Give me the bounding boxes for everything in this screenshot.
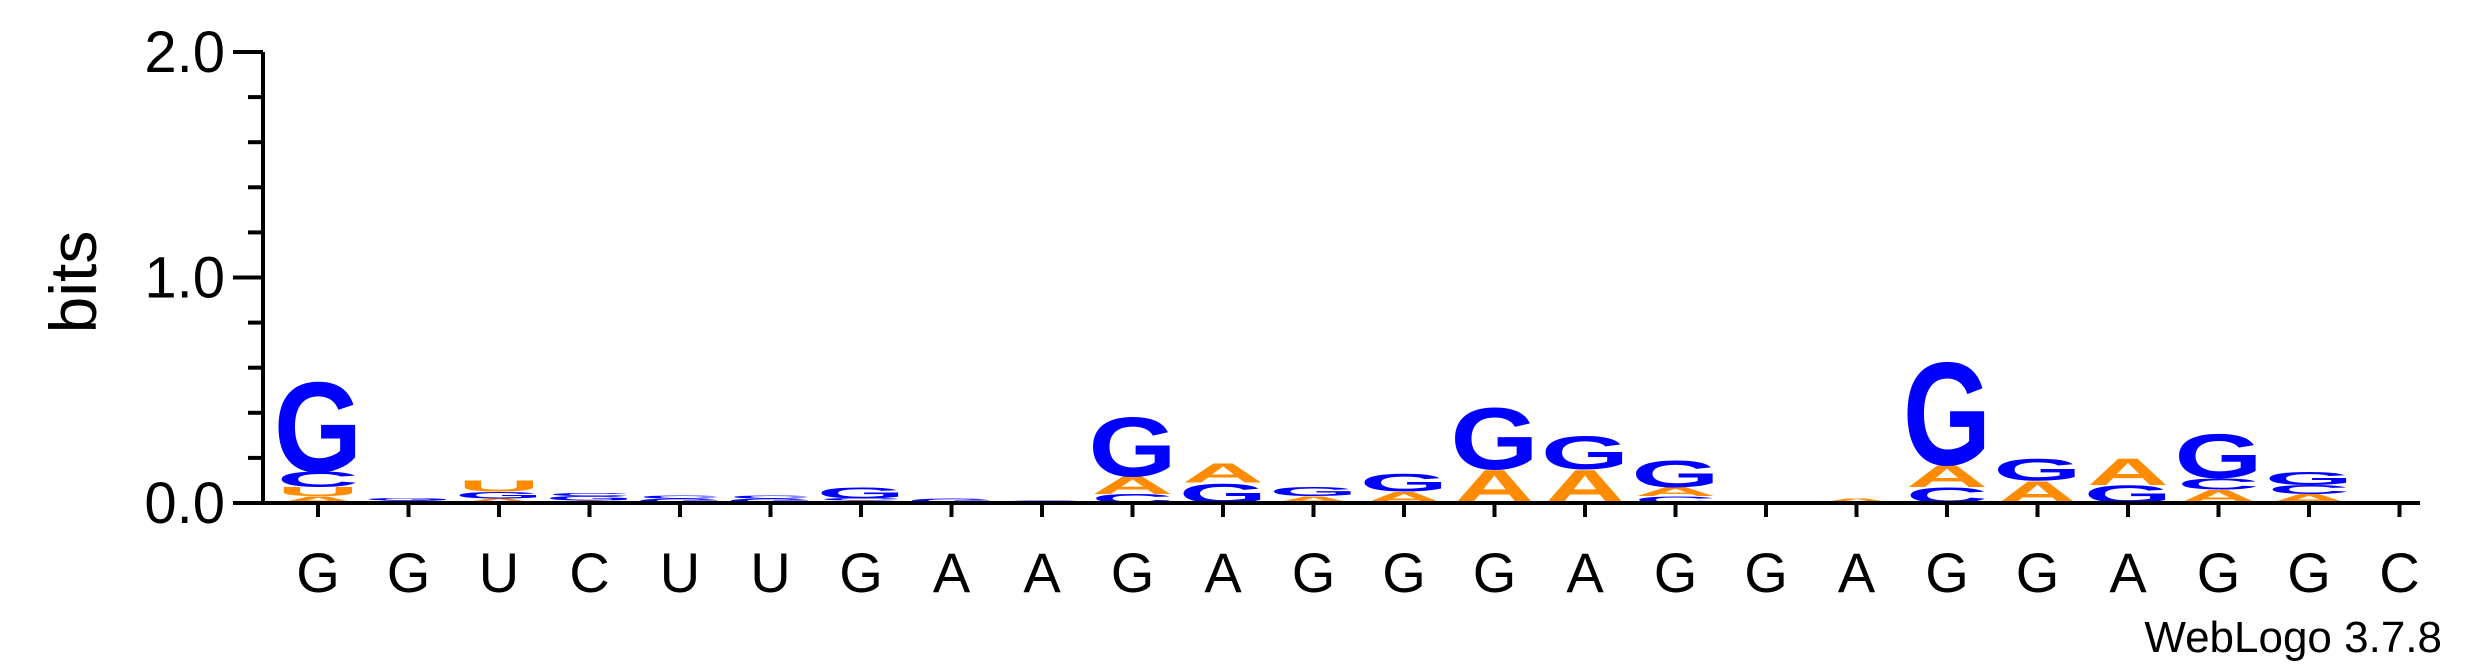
x-tick-label: U bbox=[479, 541, 519, 604]
y-tick-label: 2.0 bbox=[144, 20, 225, 85]
logo-letter-a: A bbox=[277, 495, 359, 505]
y-tick-label: 1.0 bbox=[144, 246, 225, 311]
x-tick-label: G bbox=[2197, 541, 2241, 604]
logo-letter-g: G bbox=[1631, 453, 1719, 495]
x-tick-label: G bbox=[2287, 541, 2331, 604]
logo-letter-g: G bbox=[2174, 422, 2262, 492]
logo-letter-c: C bbox=[277, 468, 359, 492]
y-axis-ticks: 0.0 1.0 2.0 bbox=[144, 20, 263, 536]
logo-letter-a: A bbox=[1273, 495, 1355, 505]
x-tick-label: G bbox=[839, 541, 883, 604]
logo-letter-g: G bbox=[1450, 390, 1538, 488]
logo-letter-g: G bbox=[2265, 468, 2353, 489]
x-tick-label: A bbox=[2109, 541, 2147, 604]
logo-letter-g: G bbox=[907, 497, 995, 504]
logo-letter-a: A bbox=[2087, 451, 2169, 493]
x-tick-label: C bbox=[569, 541, 609, 604]
logo-letter-c: C bbox=[820, 498, 902, 502]
x-tick-label: A bbox=[1204, 541, 1242, 604]
logo-letter-u: U bbox=[458, 478, 540, 495]
x-tick-label: G bbox=[1111, 541, 1155, 604]
logo-letter-g: G bbox=[545, 495, 633, 502]
logo-letter-g: G bbox=[364, 498, 452, 502]
x-tick-label: A bbox=[1566, 541, 1604, 604]
logo-letter-c: C bbox=[2178, 476, 2260, 493]
x-tick-label: C bbox=[2379, 541, 2419, 604]
x-tick-label: A bbox=[1023, 541, 1061, 604]
logo-letter-c: C bbox=[549, 492, 631, 497]
x-tick-label: G bbox=[1382, 541, 1426, 604]
x-tick-label: G bbox=[296, 541, 340, 604]
logo-letter-g: G bbox=[1360, 469, 1448, 497]
logo-letter-g: G bbox=[274, 355, 362, 499]
y-tick-label: 0.0 bbox=[144, 471, 225, 536]
logo-letter-g: G bbox=[636, 497, 724, 504]
logo-letter-c: C bbox=[730, 494, 812, 499]
x-tick-label: G bbox=[1654, 541, 1698, 604]
x-tick-label: U bbox=[750, 541, 790, 604]
logo-letter-c: C bbox=[639, 494, 721, 499]
logo-letter-u: U bbox=[277, 485, 359, 499]
x-tick-label: G bbox=[387, 541, 431, 604]
logo-letter-a: A bbox=[1906, 459, 1988, 494]
logo-letter-c: C bbox=[2268, 483, 2350, 497]
logo-letter-g: G bbox=[1993, 452, 2081, 487]
logo-letter-g: G bbox=[817, 485, 905, 502]
logo-letter-a: A bbox=[1635, 485, 1717, 499]
logo-letter-c: C bbox=[1635, 495, 1717, 505]
x-tick-label: A bbox=[933, 541, 971, 604]
logo-letter-g: G bbox=[1903, 331, 1991, 496]
x-tick-label: G bbox=[2016, 541, 2060, 604]
x-tick-label: G bbox=[1473, 541, 1517, 604]
logo-letter-g: G bbox=[1269, 485, 1357, 499]
logo-letter-a: A bbox=[1182, 457, 1264, 489]
logo-letter-a: A bbox=[458, 497, 540, 504]
logo-letter-a: A bbox=[1092, 472, 1174, 500]
weblogo-credit: WebLogo 3.7.8 bbox=[2144, 613, 2442, 662]
x-tick-label: U bbox=[660, 541, 700, 604]
logo-letter-g: G bbox=[455, 490, 543, 500]
logo-letter-g: G bbox=[726, 497, 814, 504]
x-tick-label: G bbox=[1292, 541, 1336, 604]
x-tick-label: G bbox=[1744, 541, 1788, 604]
x-tick-label: A bbox=[1838, 541, 1876, 604]
logo-letter-a: A bbox=[1816, 497, 1898, 504]
logo-letter-g: G bbox=[1541, 427, 1629, 479]
y-axis-label: bits bbox=[36, 231, 110, 334]
logo-letter-g: G bbox=[1088, 400, 1176, 495]
x-tick-label: G bbox=[1925, 541, 1969, 604]
